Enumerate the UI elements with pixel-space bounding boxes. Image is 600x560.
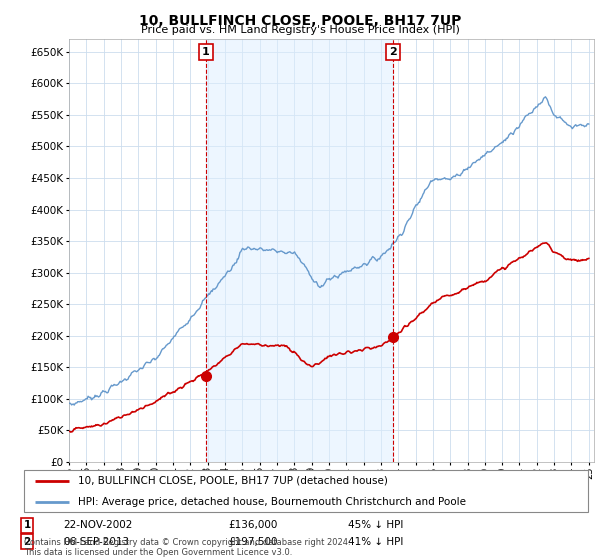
- Text: 41% ↓ HPI: 41% ↓ HPI: [348, 536, 403, 547]
- Text: 2: 2: [23, 536, 31, 547]
- Text: Price paid vs. HM Land Registry's House Price Index (HPI): Price paid vs. HM Land Registry's House …: [140, 25, 460, 35]
- Text: £197,500: £197,500: [228, 536, 277, 547]
- Text: 06-SEP-2013: 06-SEP-2013: [63, 536, 129, 547]
- Bar: [206, 39, 393, 462]
- Text: 1: 1: [202, 47, 210, 57]
- Text: 10, BULLFINCH CLOSE, POOLE, BH17 7UP: 10, BULLFINCH CLOSE, POOLE, BH17 7UP: [139, 14, 461, 28]
- Text: HPI: Average price, detached house, Bournemouth Christchurch and Poole: HPI: Average price, detached house, Bour…: [77, 497, 466, 507]
- FancyBboxPatch shape: [24, 470, 588, 512]
- Text: 45% ↓ HPI: 45% ↓ HPI: [348, 520, 403, 530]
- Text: 2: 2: [389, 47, 397, 57]
- Text: 10, BULLFINCH CLOSE, POOLE, BH17 7UP (detached house): 10, BULLFINCH CLOSE, POOLE, BH17 7UP (de…: [77, 476, 388, 486]
- Text: Contains HM Land Registry data © Crown copyright and database right 2024.
This d: Contains HM Land Registry data © Crown c…: [24, 538, 350, 557]
- Text: 1: 1: [23, 520, 31, 530]
- Text: £136,000: £136,000: [228, 520, 277, 530]
- Text: 22-NOV-2002: 22-NOV-2002: [63, 520, 133, 530]
